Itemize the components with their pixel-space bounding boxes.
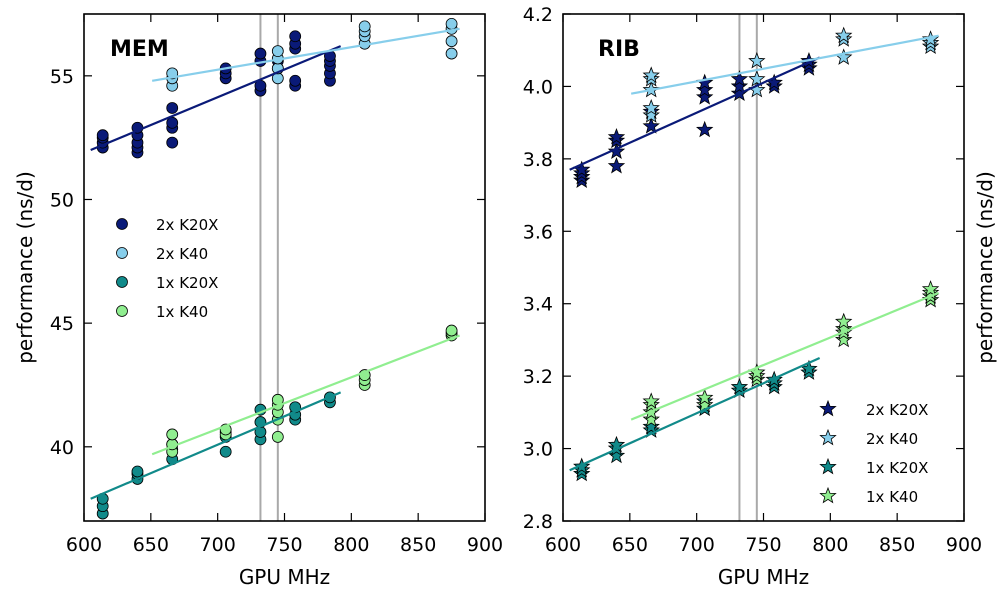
- data-point: [446, 48, 457, 59]
- panel-rib: 600 650 700 750 800 850 900 2.8 3.0 3.2 3.4 3.6 3.8 4…: [523, 4, 997, 589]
- legend-label: 2x K40: [156, 245, 208, 263]
- y-tick-label: 45: [50, 313, 74, 335]
- x-tick-label: 900: [467, 534, 503, 556]
- data-point: [290, 31, 301, 42]
- y-tick-label: 3.2: [523, 366, 553, 388]
- data-point: [446, 36, 457, 47]
- legend-label: 2x K20X: [156, 216, 218, 234]
- x-tick-label: 800: [333, 534, 369, 556]
- fit-line: [570, 358, 820, 470]
- data-point: [132, 466, 143, 477]
- legend-marker: [820, 401, 835, 415]
- data-point: [167, 102, 178, 113]
- y-tick-label: 3.6: [523, 221, 553, 243]
- data-point: [359, 21, 370, 32]
- fit-line: [91, 392, 341, 498]
- data-point: [220, 446, 231, 457]
- x-axis-label: GPU MHz: [239, 565, 330, 589]
- x-tick-label: 600: [545, 534, 581, 556]
- legend: 2x K20X 2x K40 1x K20X 1x K40: [117, 216, 219, 321]
- legend-marker: [117, 248, 128, 259]
- data-point: [167, 429, 178, 440]
- x-tick-label: 800: [812, 534, 848, 556]
- legend-label: 1x K20X: [156, 274, 218, 292]
- legend-marker: [117, 306, 128, 317]
- x-tick-label: 750: [745, 534, 781, 556]
- data-point: [609, 158, 624, 172]
- legend-label: 2x K40: [866, 430, 918, 448]
- x-tick-label: 850: [400, 534, 436, 556]
- x-tick-label: 900: [946, 534, 982, 556]
- y-axis-label: performance (ns/d): [973, 171, 997, 364]
- data-point: [290, 75, 301, 86]
- x-tick-label: 650: [133, 534, 169, 556]
- data-point: [697, 122, 712, 136]
- panel-title: RIB: [598, 37, 640, 62]
- data-point: [272, 46, 283, 57]
- y-tick-label: 3.4: [523, 294, 553, 316]
- legend-label: 1x K40: [156, 303, 208, 321]
- panel-title: MEM: [110, 37, 169, 62]
- y-tick-label: 40: [50, 437, 74, 459]
- legend-label: 1x K20X: [866, 459, 928, 477]
- legend-marker: [117, 277, 128, 288]
- legend-marker: [117, 219, 128, 230]
- x-tick-label: 700: [679, 534, 715, 556]
- y-tick-label: 4.2: [523, 4, 553, 26]
- legend-label: 2x K20X: [866, 401, 928, 419]
- y-tick-label: 4.0: [523, 76, 553, 98]
- x-tick-label: 750: [266, 534, 302, 556]
- data-point: [446, 325, 457, 336]
- legend-marker: [820, 488, 835, 502]
- data-point: [167, 117, 178, 128]
- fit-line: [152, 29, 459, 81]
- y-tick-label: 55: [50, 66, 74, 88]
- x-tick-label: 600: [66, 534, 102, 556]
- x-tick-label: 700: [200, 534, 236, 556]
- data-point: [255, 48, 266, 59]
- plot-frame: [84, 14, 485, 521]
- y-tick-label: 50: [50, 189, 74, 211]
- legend: 2x K20X 2x K40 1x K20X 1x K40: [820, 401, 928, 506]
- legend-marker: [820, 430, 835, 444]
- fit-line: [570, 57, 820, 169]
- x-tick-label: 850: [879, 534, 915, 556]
- y-axis-label: performance (ns/d): [13, 171, 37, 364]
- fit-line: [631, 36, 938, 94]
- y-tick-label: 3.8: [523, 149, 553, 171]
- legend-marker: [820, 459, 835, 473]
- x-axis-label: GPU MHz: [718, 565, 809, 589]
- legend-label: 1x K40: [866, 488, 918, 506]
- data-point: [272, 431, 283, 442]
- data-point: [446, 18, 457, 29]
- panel-mem: 600 650 700 750 800 850 900 40 45 50 55 GPU MHz perf…: [13, 14, 503, 589]
- fit-line: [152, 336, 459, 455]
- y-tick-label: 3.0: [523, 439, 553, 461]
- x-tick-label: 650: [612, 534, 648, 556]
- data-point: [97, 130, 108, 141]
- data-point: [167, 137, 178, 148]
- y-tick-label: 2.8: [523, 511, 553, 533]
